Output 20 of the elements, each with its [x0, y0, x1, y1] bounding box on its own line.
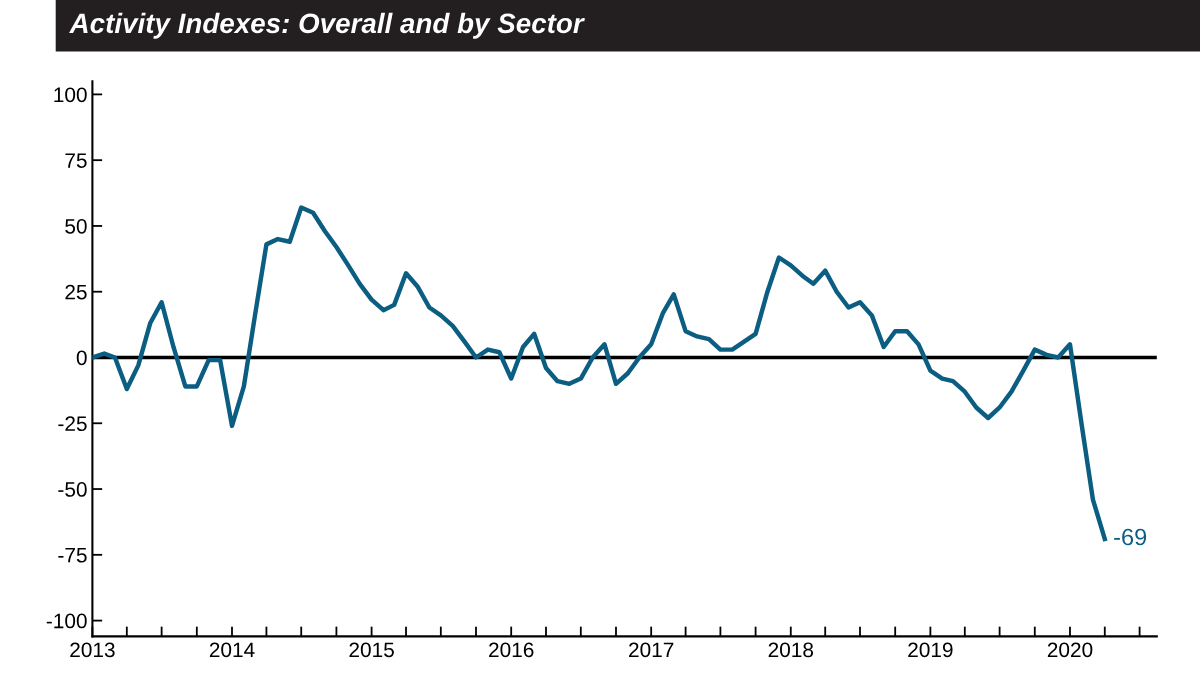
- y-tick-label: 50: [65, 218, 87, 234]
- y-tick-label: 0: [76, 350, 87, 366]
- y-tick-label: -75: [58, 548, 87, 563]
- line-series: [92, 205, 1107, 542]
- x-tick-label: 2017: [629, 642, 674, 658]
- annotation: -69: [1114, 528, 1147, 546]
- y-tick-label: -100: [46, 613, 87, 629]
- x-tick-label: 2014: [209, 642, 255, 658]
- y-tick-label: -25: [58, 416, 87, 432]
- x-tick-label: 2015: [349, 642, 394, 658]
- y-tick-label: 25: [65, 284, 87, 300]
- chart-title: Activity Indexes: Overall and by Sector: [69, 12, 585, 39]
- x-tick-label: 2018: [768, 642, 814, 658]
- x-tick-label: 2013: [70, 642, 115, 658]
- x-tick-label: 2019: [908, 642, 953, 658]
- y-tick-label: 75: [65, 153, 87, 168]
- y-tick-label: -50: [58, 482, 87, 497]
- y-tick-label: 100: [54, 87, 87, 103]
- x-tick-label: 2020: [1047, 642, 1093, 658]
- x-tick-label: 2016: [489, 642, 534, 658]
